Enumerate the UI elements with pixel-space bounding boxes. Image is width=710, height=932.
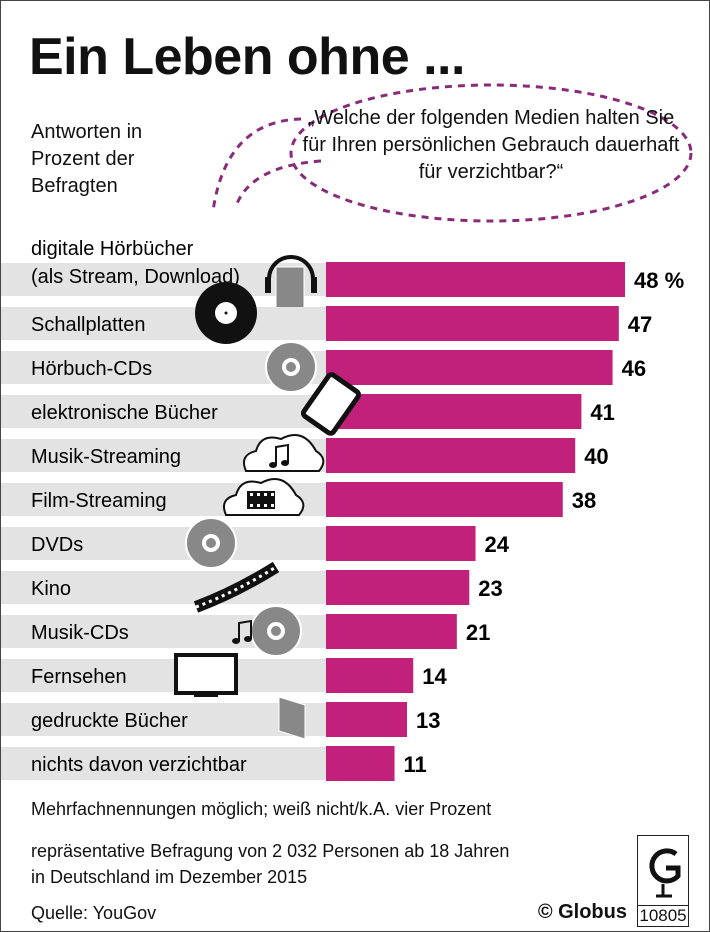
bar [326, 746, 395, 781]
film-cloud-icon [223, 478, 305, 516]
category-label: digitale Hörbücher [31, 238, 194, 260]
ebook-reader-icon [300, 372, 362, 436]
vinyl-record-icon [195, 282, 257, 344]
value-label: 24 [485, 532, 510, 557]
source: Quelle: YouGov [31, 903, 157, 923]
category-label: Fernsehen [31, 666, 127, 688]
value-label: 47 [628, 312, 652, 337]
category-label: Film-Streaming [31, 490, 167, 512]
row-band [1, 747, 326, 780]
category-label: nichts davon verzichtbar [31, 754, 247, 776]
bar [326, 394, 582, 429]
subtitle: Antworten in Prozent der Befragten [31, 119, 142, 200]
bar [326, 438, 576, 473]
globus-logo: 10805 [637, 835, 689, 927]
bar [326, 614, 457, 649]
category-label: (als Stream, Download) [31, 266, 240, 288]
headphones-book-icon [265, 255, 317, 310]
row-band [1, 307, 326, 340]
row-band [1, 527, 326, 560]
book-icon [278, 696, 306, 740]
copyright: © Globus [537, 901, 627, 923]
film-strip-icon [193, 561, 280, 613]
bar [326, 570, 470, 605]
value-label: 11 [404, 752, 427, 777]
globus-g-icon [649, 848, 681, 898]
value-label: 38 [572, 488, 596, 513]
value-label: 48 % [634, 268, 684, 293]
value-label: 41 [590, 400, 614, 425]
music-cd-icon [232, 605, 302, 657]
subtitle-line: Prozent der [31, 148, 135, 170]
graphic-number: 10805 [638, 905, 688, 925]
dvd-icon [185, 517, 237, 569]
tv-icon [174, 653, 238, 697]
subtitle-line: Antworten in [31, 121, 143, 143]
category-label: Hörbuch-CDs [31, 358, 152, 380]
cd-icon [265, 341, 317, 393]
footnote: Mehrfachnennungen möglich; weiß nicht/k.… [31, 799, 492, 819]
category-label: DVDs [31, 534, 83, 556]
value-label: 46 [622, 356, 646, 381]
bar [326, 702, 407, 737]
row-band [1, 659, 326, 692]
category-label: Musik-CDs [31, 622, 129, 644]
bar [326, 350, 613, 385]
music-cloud-icon [243, 434, 325, 472]
category-label: Musik-Streaming [31, 446, 181, 468]
survey-info: in Deutschland im Dezember 2015 [31, 867, 308, 887]
bar [326, 526, 476, 561]
page-title: Ein Leben ohne ... [29, 28, 465, 86]
category-label: elektronische Bücher [31, 402, 218, 424]
bar [326, 658, 414, 693]
subtitle-line: Befragten [31, 175, 118, 197]
category-label: Kino [31, 578, 71, 600]
value-label: 21 [466, 620, 490, 645]
bar [326, 482, 563, 517]
bar [326, 306, 619, 341]
category-label: Schallplatten [31, 314, 146, 336]
value-label: 13 [416, 708, 440, 733]
speech-bubble [211, 83, 693, 223]
survey-question: „Welche der folgenden Medien halten Sie … [302, 107, 680, 183]
row-band [1, 395, 326, 428]
row-band [1, 703, 326, 736]
value-label: 40 [584, 444, 608, 469]
value-label: 23 [478, 576, 502, 601]
value-label: 14 [422, 664, 447, 689]
survey-info: repräsentative Befragung von 2 032 Perso… [31, 841, 510, 861]
bar [326, 262, 626, 297]
category-label: gedruckte Bücher [31, 710, 188, 732]
